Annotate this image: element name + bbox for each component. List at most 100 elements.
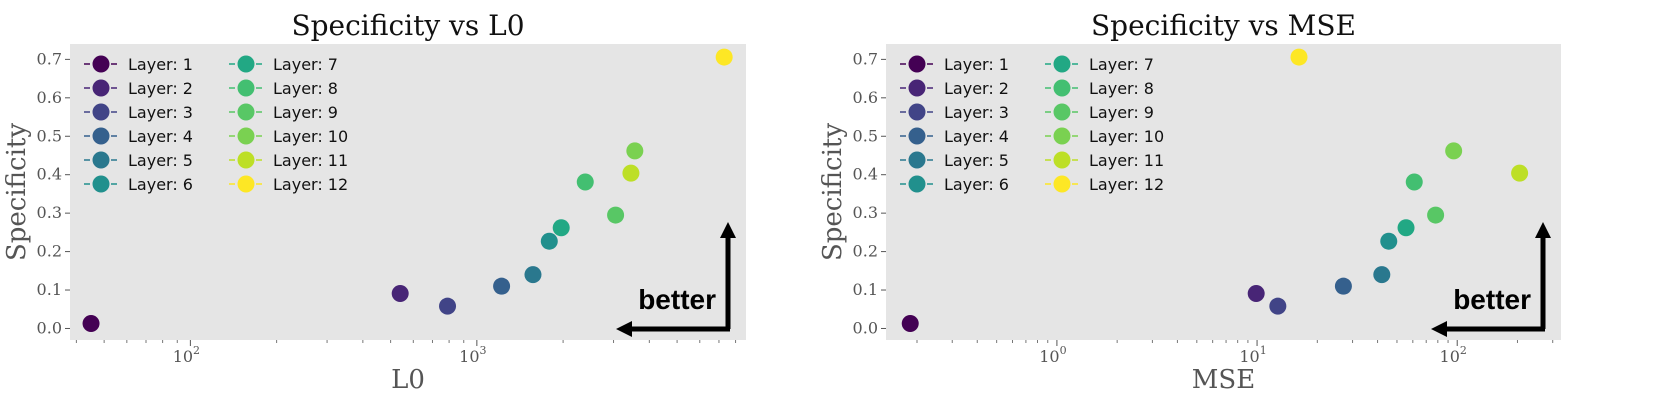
data-point-layer-6: [540, 232, 558, 250]
x-axis-label: L0: [391, 365, 425, 395]
y-tick-label: 0.0: [853, 318, 878, 337]
legend-item-layer-1: Layer: 1: [84, 55, 193, 74]
legend-label: Layer: 10: [273, 127, 348, 146]
y-tick-label: 0.2: [37, 242, 62, 261]
y-tick-label: 0.5: [37, 126, 62, 145]
data-point-layer-10: [1445, 142, 1463, 160]
better-annotation: better: [638, 284, 716, 315]
legend-label: Layer: 3: [944, 103, 1009, 122]
legend-label: Layer: 12: [1089, 175, 1164, 194]
y-tick-label: 0.4: [853, 165, 878, 184]
legend-marker: [908, 175, 926, 193]
legend-item-layer-10: Layer: 10: [229, 127, 348, 146]
legend-item-layer-10: Layer: 10: [1045, 127, 1164, 146]
legend-item-layer-11: Layer: 11: [229, 151, 348, 170]
legend-label: Layer: 2: [944, 79, 1009, 98]
legend-label: Layer: 10: [1089, 127, 1164, 146]
chart-panel-2: Specificity vs MSE MSE Specificity 0.0 0.1 0.…: [818, 9, 1561, 395]
y-axis-label: Specificity: [2, 123, 32, 261]
legend-marker: [1053, 79, 1071, 97]
data-point-layer-7: [552, 219, 570, 237]
legend-label: Layer: 9: [273, 103, 338, 122]
data-point-layer-8: [576, 173, 594, 191]
legend-item-layer-2: Layer: 2: [900, 79, 1009, 98]
legend-item-layer-8: Layer: 8: [229, 79, 338, 98]
legend-marker: [1053, 55, 1071, 73]
legend-marker: [92, 79, 110, 97]
chart-title: Specificity vs L0: [291, 9, 524, 42]
legend-item-layer-1: Layer: 1: [900, 55, 1009, 74]
legend-label: Layer: 1: [128, 55, 193, 74]
data-point-layer-9: [607, 206, 625, 224]
x-tick-exponent: 2: [1460, 344, 1467, 357]
legend-marker: [908, 79, 926, 97]
data-point-layer-12: [715, 48, 733, 66]
x-tick-exponent: 1: [1260, 344, 1267, 357]
legend-label: Layer: 9: [1089, 103, 1154, 122]
y-axis-label: Specificity: [818, 123, 848, 261]
legend-label: Layer: 4: [128, 127, 193, 146]
better-arrow-up-head: [720, 222, 736, 238]
x-tick-base: 10: [1440, 347, 1460, 366]
legend-item-layer-11: Layer: 11: [1045, 151, 1164, 170]
legend-item-layer-8: Layer: 8: [1045, 79, 1154, 98]
data-point-layer-4: [493, 277, 511, 295]
x-tick-exponent: 2: [193, 344, 200, 357]
legend-marker: [92, 103, 110, 121]
legend-item-layer-5: Layer: 5: [900, 151, 1009, 170]
x-tick-label: 102: [1440, 344, 1467, 366]
legend-label: Layer: 6: [128, 175, 193, 194]
legend-marker: [237, 127, 255, 145]
data-point-layer-1: [901, 314, 919, 332]
data-point-layer-12: [1290, 48, 1308, 66]
chart-title: Specificity vs MSE: [1091, 9, 1356, 42]
data-point-layer-2: [391, 284, 409, 302]
y-tick-label: 0.6: [853, 88, 878, 107]
y-tick-label: 0.0: [37, 318, 62, 337]
legend-label: Layer: 2: [128, 79, 193, 98]
legend-label: Layer: 6: [944, 175, 1009, 194]
legend-marker: [237, 103, 255, 121]
data-point-layer-4: [1334, 277, 1352, 295]
x-tick-base: 10: [1239, 347, 1259, 366]
y-tick-label: 0.1: [37, 280, 62, 299]
legend-marker: [908, 127, 926, 145]
data-point-layer-11: [622, 164, 640, 182]
data-point-layer-3: [1269, 297, 1287, 315]
legend-label: Layer: 12: [273, 175, 348, 194]
y-tick-label: 0.6: [37, 88, 62, 107]
data-point-layer-10: [626, 142, 644, 160]
chart-panel-1: Specificity vs L0 L0 Specificity 0.0 0.1 0.2 0…: [2, 9, 746, 395]
legend-label: Layer: 8: [273, 79, 338, 98]
legend-marker: [1053, 175, 1071, 193]
data-point-layer-11: [1511, 164, 1529, 182]
legend-label: Layer: 7: [1089, 55, 1154, 74]
legend-item-layer-9: Layer: 9: [229, 103, 338, 122]
legend-marker: [92, 151, 110, 169]
data-point-layer-1: [82, 314, 100, 332]
legend-item-layer-12: Layer: 12: [229, 175, 348, 194]
x-tick-exponent: 3: [480, 344, 487, 357]
legend-marker: [92, 55, 110, 73]
y-tick-label: 0.3: [853, 203, 878, 222]
legend-item-layer-3: Layer: 3: [900, 103, 1009, 122]
data-point-layer-9: [1427, 206, 1445, 224]
x-tick-label: 101: [1239, 344, 1266, 366]
legend-label: Layer: 11: [273, 151, 348, 170]
better-arrow-left-head: [1431, 321, 1447, 337]
legend-label: Layer: 11: [1089, 151, 1164, 170]
legend-marker: [1053, 151, 1071, 169]
x-axis-label: MSE: [1192, 365, 1255, 395]
y-tick-label: 0.3: [37, 203, 62, 222]
legend-marker: [237, 151, 255, 169]
y-tick-label: 0.5: [853, 126, 878, 145]
legend-marker: [1053, 103, 1071, 121]
legend-label: Layer: 5: [944, 151, 1009, 170]
y-tick-label: 0.4: [37, 165, 62, 184]
x-tick-base: 10: [459, 347, 479, 366]
y-tick-label: 0.1: [853, 280, 878, 299]
legend-label: Layer: 8: [1089, 79, 1154, 98]
better-arrow-up-head: [1535, 222, 1551, 238]
x-tick-label: 102: [173, 344, 200, 366]
legend-marker: [237, 175, 255, 193]
